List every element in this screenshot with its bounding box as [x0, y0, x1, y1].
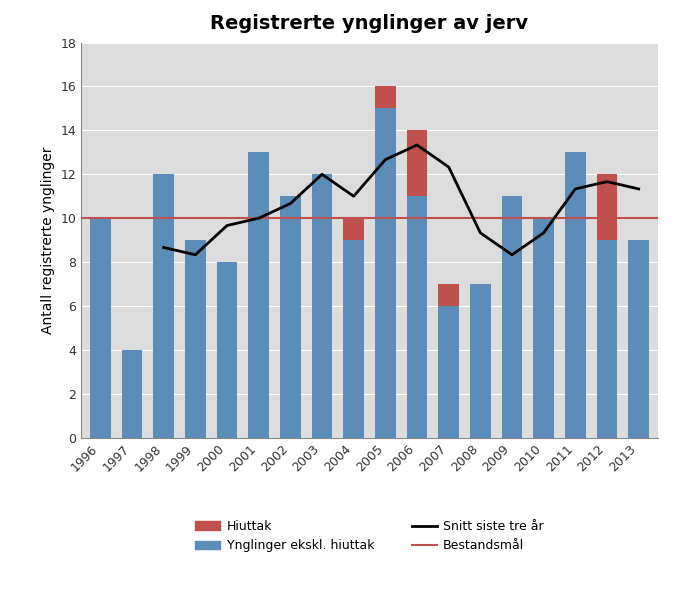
Bar: [122, 350, 142, 438]
Bar: [248, 153, 269, 438]
Bar: [185, 240, 205, 438]
Bar: [439, 284, 459, 306]
Bar: [565, 153, 586, 438]
Bar: [343, 218, 364, 240]
Bar: [375, 86, 396, 108]
Bar: [343, 240, 364, 438]
Bar: [629, 240, 649, 438]
Bar: [439, 306, 459, 438]
Bar: [470, 284, 491, 438]
Bar: [597, 174, 617, 240]
Legend: Hiuttak, Ynglinger ekskl. hiuttak, Snitt siste tre år, Bestandsmål: Hiuttak, Ynglinger ekskl. hiuttak, Snitt…: [191, 515, 549, 558]
Bar: [407, 196, 427, 438]
Bar: [153, 174, 174, 438]
Bar: [375, 108, 396, 438]
Bar: [407, 130, 427, 196]
Bar: [280, 196, 300, 438]
Bar: [217, 262, 237, 438]
Bar: [90, 218, 111, 438]
Bar: [534, 218, 554, 438]
Bar: [597, 240, 617, 438]
Title: Registrerte ynglinger av jerv: Registrerte ynglinger av jerv: [210, 13, 529, 33]
Y-axis label: Antall registrerte ynglinger: Antall registrerte ynglinger: [41, 147, 55, 334]
Bar: [312, 174, 332, 438]
Bar: [502, 196, 522, 438]
